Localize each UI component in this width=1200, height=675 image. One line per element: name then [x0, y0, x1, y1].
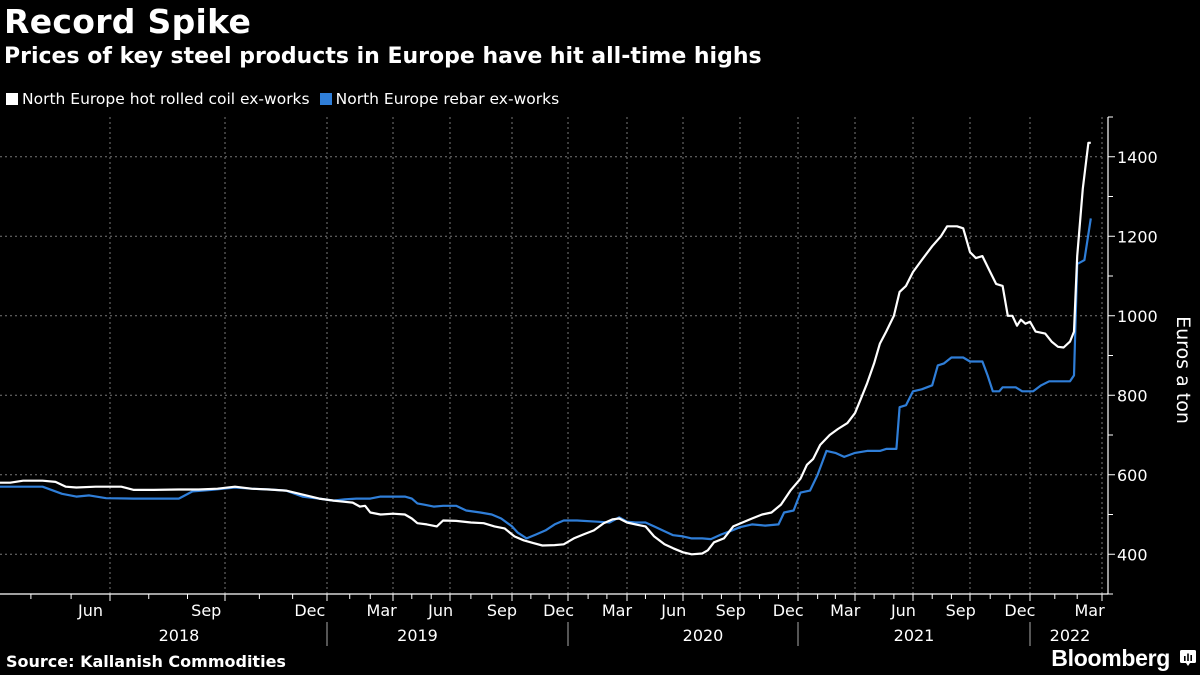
x-month-label: Jun — [660, 601, 686, 620]
x-month-label: Jun — [427, 601, 453, 620]
chart-title: Record Spike — [4, 2, 252, 41]
axes — [0, 116, 1115, 646]
x-month-label: Dec — [1004, 601, 1035, 620]
series-line-hot-rolled-coil — [0, 141, 1091, 556]
y-tick-label: 1400 — [1117, 148, 1158, 167]
legend: North Europe hot rolled coil ex-works No… — [6, 90, 569, 108]
legend-item-rebar: North Europe rebar ex-works — [319, 90, 560, 108]
x-year-label: 2019 — [397, 626, 438, 645]
legend-swatch-hrc — [6, 93, 18, 105]
legend-swatch-rebar — [319, 93, 332, 105]
y-tick-label: 1200 — [1117, 227, 1158, 246]
series-line-rebar — [0, 218, 1092, 541]
x-month-label: Sep — [716, 601, 746, 620]
y-tick-label: 1000 — [1117, 307, 1158, 326]
y-tick-label: 600 — [1117, 466, 1148, 485]
y-axis-title: Euros a ton — [1172, 316, 1194, 424]
x-year-label: 2021 — [894, 626, 935, 645]
legend-label-hrc: North Europe hot rolled coil ex-works — [22, 90, 310, 108]
series-lines — [0, 141, 1092, 556]
bloomberg-chart-icon — [1180, 650, 1196, 666]
x-year-label: 2018 — [159, 626, 200, 645]
x-month-label: Jun — [77, 601, 103, 620]
y-tick-label: 400 — [1117, 545, 1148, 564]
x-month-label: Sep — [487, 601, 517, 620]
x-month-label: Mar — [367, 601, 398, 620]
gridlines — [0, 117, 1103, 594]
source-note: Source: Kallanish Commodities — [6, 652, 286, 671]
x-month-label: Mar — [1075, 601, 1106, 620]
legend-item-hrc: North Europe hot rolled coil ex-works — [6, 90, 310, 108]
x-month-label: Sep — [191, 601, 221, 620]
bloomberg-logo: Bloomberg — [1051, 645, 1170, 671]
chart-subtitle: Prices of key steel products in Europe h… — [4, 44, 762, 69]
x-month-label: Dec — [773, 601, 804, 620]
x-month-label: Jun — [890, 601, 916, 620]
x-year-label: 2020 — [683, 626, 724, 645]
x-month-label: Dec — [294, 601, 325, 620]
x-month-label: Mar — [602, 601, 633, 620]
x-month-label: Dec — [543, 601, 574, 620]
y-tick-label: 800 — [1117, 386, 1148, 405]
legend-label-rebar: North Europe rebar ex-works — [335, 90, 560, 108]
x-year-label: 2022 — [1050, 626, 1091, 645]
x-axis-labels: Jun Sep Dec Mar Jun Sep Dec Mar Jun Sep Dec Mar Jun S… — [77, 601, 1105, 645]
y-axis-labels: 400 600 800 1000 1200 1400 — [1117, 148, 1158, 565]
x-month-label: Mar — [830, 601, 861, 620]
x-month-label: Sep — [946, 601, 976, 620]
